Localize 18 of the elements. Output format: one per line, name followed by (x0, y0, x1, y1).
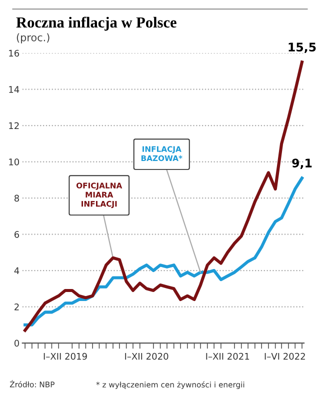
y-tick-label: 6 (14, 231, 20, 238)
y-tick-label: 12 (9, 122, 19, 129)
y-tick-label: 2 (14, 304, 19, 310)
y-tick-label: 14 (9, 86, 20, 93)
y-tick-label: 16 (9, 50, 20, 57)
line-series (24, 176, 304, 326)
data-label: 9,1 (292, 158, 312, 170)
y-tick-label: 10 (9, 158, 20, 166)
x-tick-label: I–VI 2022 (264, 352, 305, 360)
data-label: 15,5 (288, 42, 316, 54)
x-tick-label: I–XII 2021 (206, 352, 250, 360)
chart-subtitle: (proc.) (16, 33, 50, 44)
y-tick-label: 4 (14, 267, 20, 274)
y-tick-label: 0 (14, 340, 20, 347)
y-tick-label: 8 (14, 194, 20, 202)
x-tick-label: I–XII 2019 (44, 352, 87, 360)
x-tick-label: I–XII 2020 (125, 352, 168, 360)
chart-title: Roczna inflacja w Polsce (16, 16, 176, 31)
